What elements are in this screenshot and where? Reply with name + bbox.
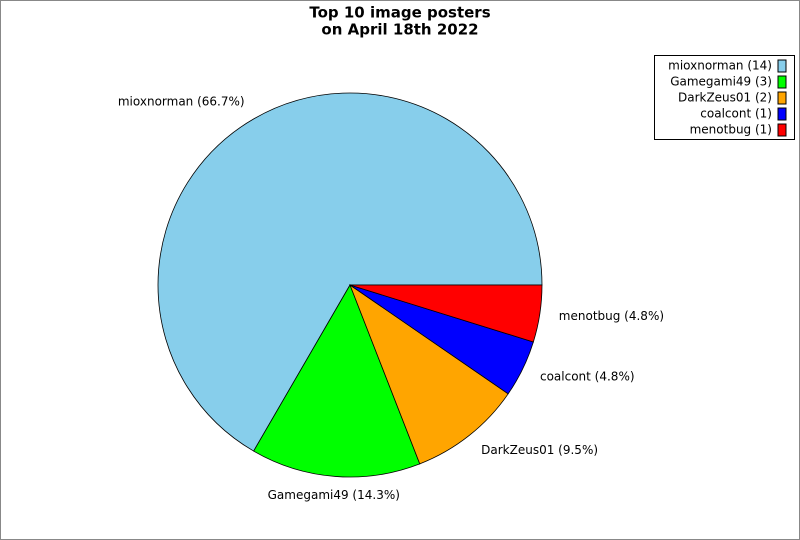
legend-label: menotbug (1): [690, 123, 772, 137]
slice-label: menotbug (4.8%): [559, 309, 664, 323]
chart-title: Top 10 image posters: [309, 4, 490, 22]
legend-swatch: [777, 59, 787, 73]
pie-slice: [349, 283, 509, 465]
legend-swatch: [777, 123, 787, 137]
slice-label: DarkZeus01 (9.5%): [481, 443, 598, 457]
chart-title: on April 18th 2022: [321, 21, 478, 39]
legend-swatch: [777, 91, 787, 105]
slice-label: Gamegami49 (14.3%): [268, 488, 400, 502]
slice-label: coalcont (4.8%): [540, 370, 635, 384]
legend-box: [654, 55, 795, 140]
legend-label: mioxnorman (14): [668, 59, 772, 73]
legend-label: DarkZeus01 (2): [678, 91, 772, 105]
pie-slice: [157, 92, 543, 452]
legend-swatch: [777, 107, 787, 121]
pie-slice: [253, 284, 421, 478]
legend-swatch: [777, 75, 787, 89]
legend-label: coalcont (1): [700, 107, 772, 121]
pie-slice: [349, 284, 543, 343]
legend-label: Gamegami49 (3): [670, 75, 772, 89]
slice-label: mioxnorman (66.7%): [118, 94, 245, 108]
